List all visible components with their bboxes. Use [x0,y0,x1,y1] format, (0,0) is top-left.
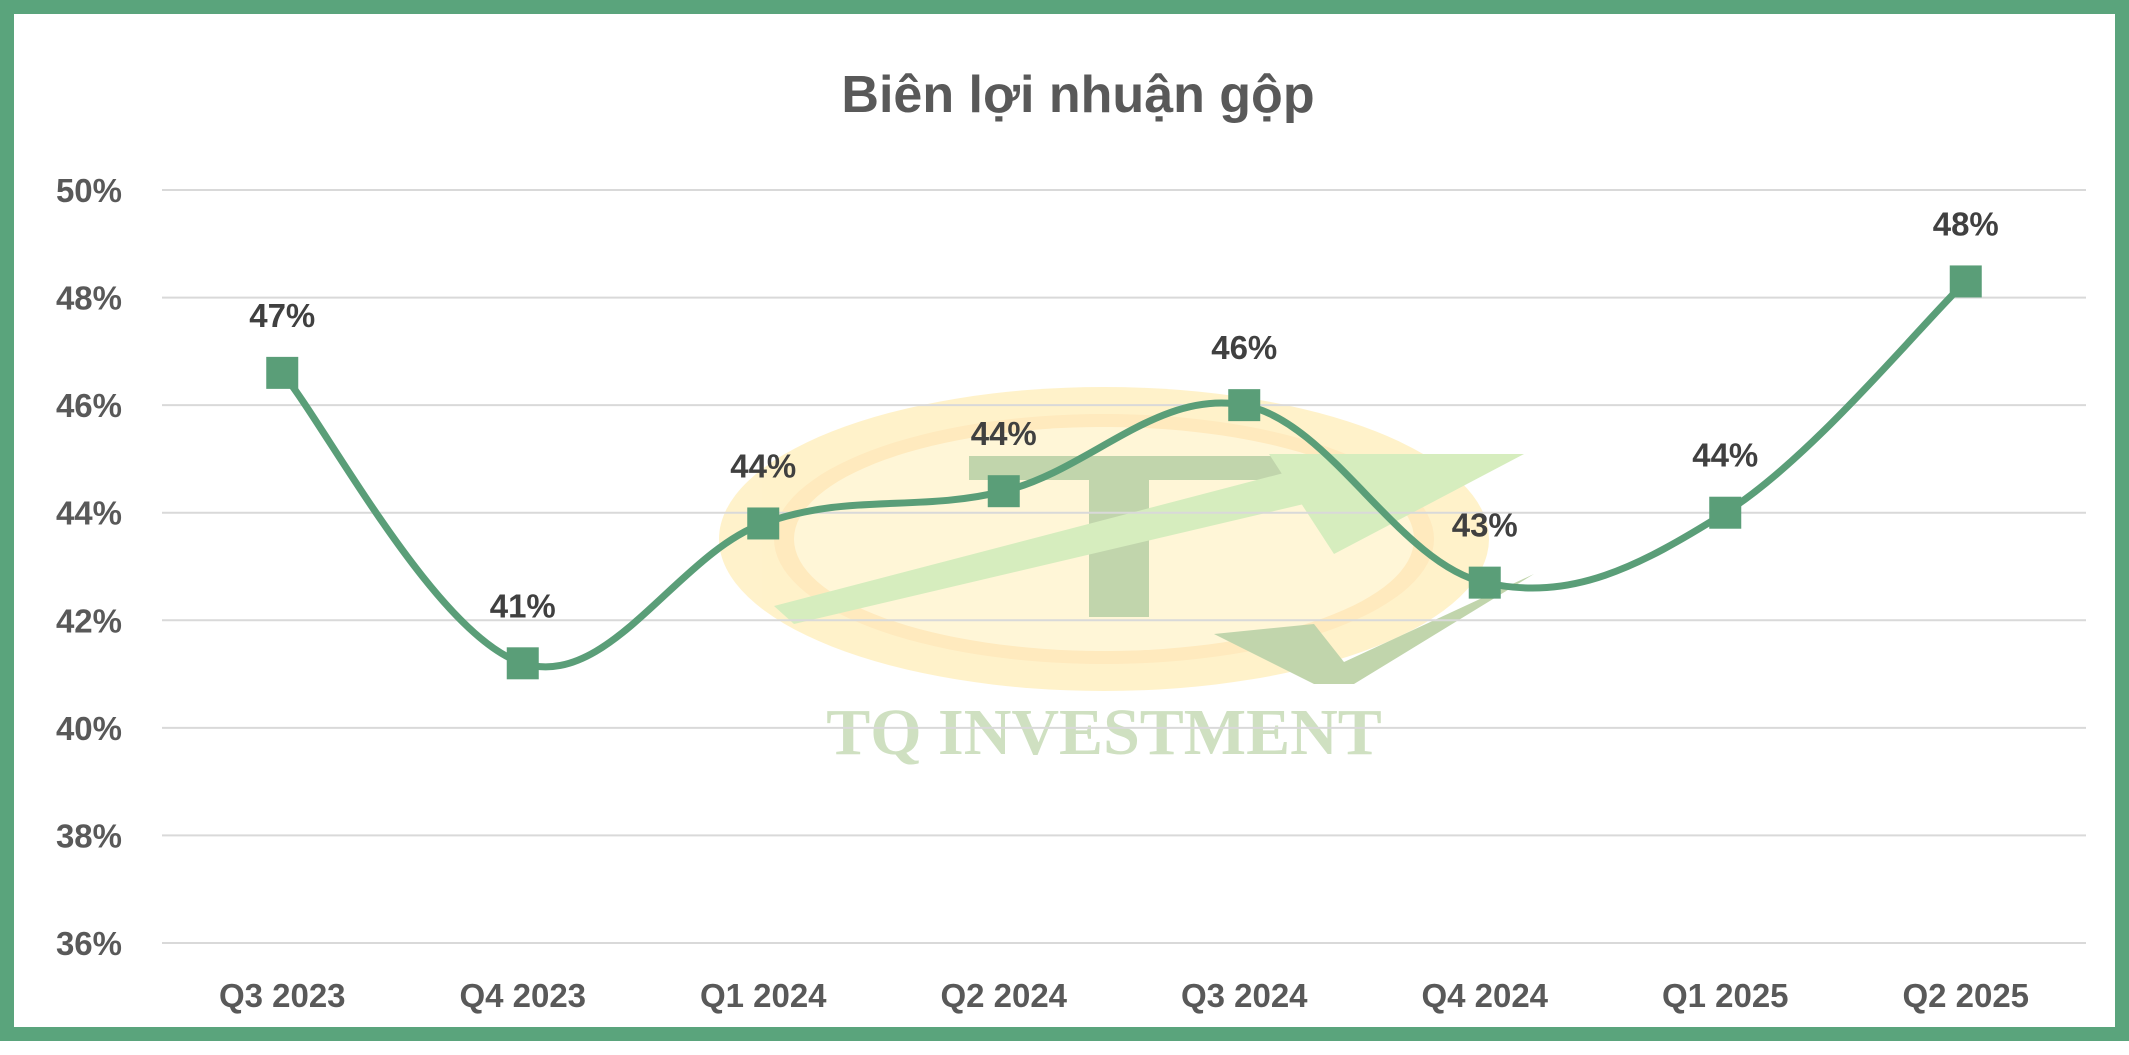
x-tick-label: Q4 2023 [459,977,586,1014]
x-tick-label: Q2 2024 [940,977,1067,1014]
data-point-marker [747,507,780,540]
gridlines [162,189,2086,944]
data-label: 43% [1452,507,1518,544]
data-label: 46% [1211,329,1277,366]
data-label: 44% [1692,437,1758,474]
data-label: 47% [249,297,315,334]
x-tick-label: Q4 2024 [1421,977,1548,1014]
data-point-marker [506,647,539,680]
x-tick-label: Q1 2025 [1662,977,1789,1014]
data-point-marker [266,356,299,389]
data-label: 44% [971,415,1037,452]
data-point-marker [1949,265,1982,298]
x-axis: Q3 2023 Q4 2023 Q1 2024 Q2 2024 Q3 2024 Q4 20… [219,977,2029,1014]
data-point-marker [1228,389,1261,422]
data-point-marker [987,475,1020,508]
data-label: 44% [730,447,796,484]
data-point-marker [1709,496,1742,529]
series-gross-margin [266,265,1982,680]
tq-investment-logo-icon: TQ INVESTMENT [719,387,1534,769]
watermark-check [1214,574,1534,684]
x-tick-label: Q3 2023 [219,977,346,1014]
watermark-arrow [774,469,1304,624]
y-tick-label: 44% [56,495,122,532]
y-tick-label: 46% [56,387,122,424]
watermark-text: TQ INVESTMENT [826,696,1382,769]
data-labels: 47% 41% 44% 44% 46% 43% 44% 48% [249,205,1999,624]
y-tick-label: 38% [56,817,122,854]
y-tick-label: 48% [56,280,122,317]
y-tick-label: 36% [56,925,122,962]
chart-title: Biên lợi nhuận gộp [841,66,1314,124]
y-tick-label: 40% [56,710,122,747]
y-tick-label: 42% [56,602,122,639]
data-label: 48% [1933,205,1999,242]
watermark-arrow-head [1269,454,1524,554]
y-axis: 36% 38% 40% 42% 44% 46% 48% 50% [56,172,122,962]
data-label: 41% [490,587,556,624]
y-tick-label: 50% [56,172,122,209]
x-tick-label: Q2 2025 [1902,977,2029,1014]
x-tick-label: Q1 2024 [700,977,827,1014]
data-point-marker [1468,566,1501,599]
line-chart: TQ INVESTMENT Biên lợi nhuận gộp 36% 38% 4… [56,66,2086,1014]
x-tick-label: Q3 2024 [1181,977,1308,1014]
